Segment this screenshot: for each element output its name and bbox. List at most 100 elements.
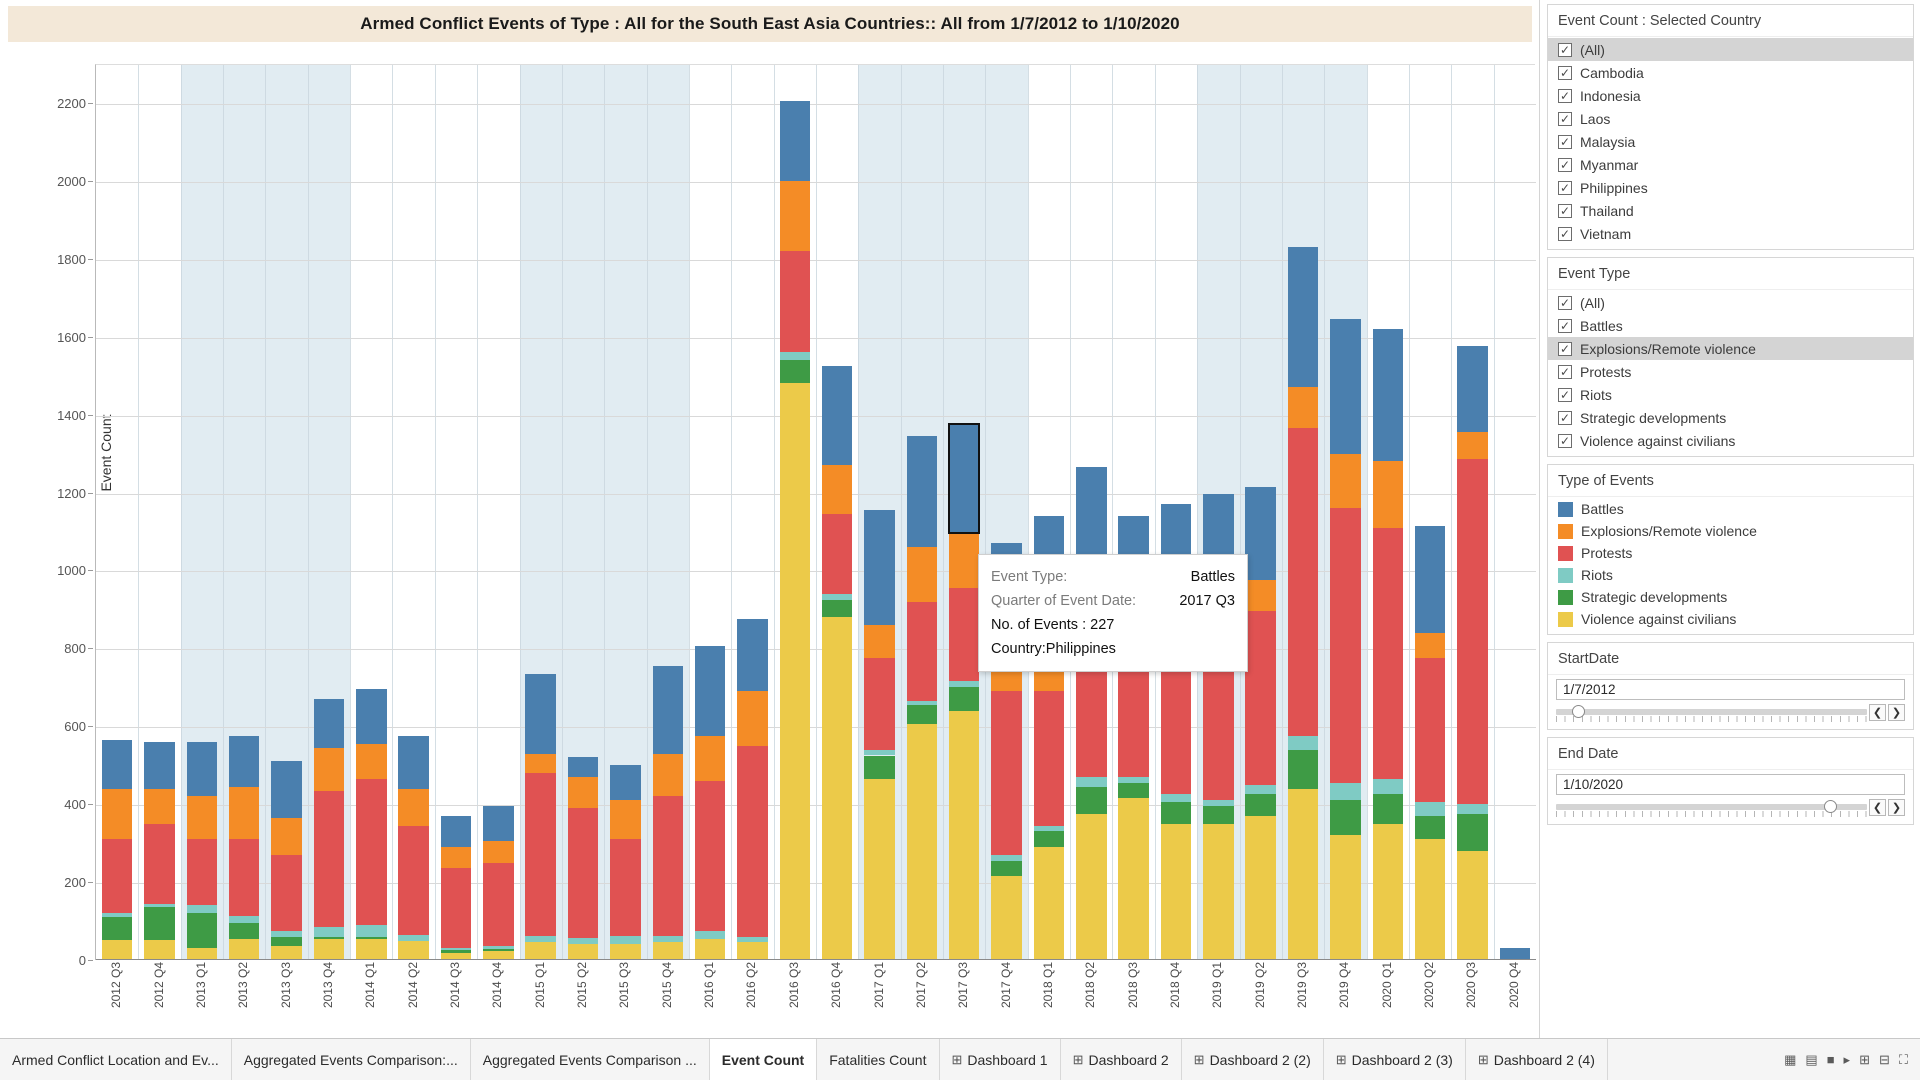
bar-segment[interactable]	[821, 593, 853, 600]
bar-segment[interactable]	[1372, 823, 1403, 960]
bar-column[interactable]	[567, 757, 599, 960]
bar-segment[interactable]	[483, 946, 514, 950]
bar-segment[interactable]	[228, 839, 260, 917]
bar-segment[interactable]	[1287, 749, 1319, 789]
bar-segment[interactable]	[440, 953, 472, 960]
sheet-tab-aggregated-events-comparison[interactable]: Aggregated Events Comparison ...	[470, 1039, 710, 1080]
bar-segment[interactable]	[1414, 632, 1446, 659]
checkbox-icon[interactable]: ✓	[1558, 295, 1572, 310]
bar-segment[interactable]	[779, 180, 811, 251]
new-story-icon[interactable]: ■	[1826, 1052, 1835, 1067]
sheet-tab-armed-conflict-location-and-ev[interactable]: Armed Conflict Location and Ev...	[0, 1039, 232, 1080]
bar-segment[interactable]	[398, 788, 429, 826]
event-type-filter-item-strategic-developments[interactable]: ✓ Strategic developments	[1548, 406, 1913, 429]
legend-item[interactable]: Violence against civilians	[1548, 608, 1913, 630]
checkbox-icon[interactable]: ✓	[1558, 226, 1572, 241]
bar-segment[interactable]	[101, 739, 133, 789]
bar-column[interactable]	[186, 741, 218, 960]
bar-segment[interactable]	[567, 757, 599, 777]
bar-segment[interactable]	[864, 749, 895, 756]
event-type-filter-list[interactable]: ✓ (All) ✓ Battles ✓ Explosions/Remote violenc…	[1548, 290, 1913, 456]
bar-segment[interactable]	[271, 930, 302, 937]
checkbox-icon[interactable]: ✓	[1558, 180, 1572, 195]
bar-segment[interactable]	[779, 251, 811, 353]
bar-segment[interactable]	[694, 780, 726, 931]
bar-segment[interactable]	[864, 624, 895, 659]
bar-segment[interactable]	[652, 938, 683, 960]
bar-segment[interactable]	[1372, 778, 1403, 795]
presentation-mode-icon[interactable]: ⛶	[1898, 1051, 1908, 1067]
bar-segment[interactable]	[1203, 800, 1234, 807]
bar-segment[interactable]	[356, 743, 387, 779]
bar-segment[interactable]	[1372, 461, 1403, 528]
legend-item[interactable]: Explosions/Remote violence	[1548, 520, 1913, 542]
country-filter-item-philippines[interactable]: ✓ Philippines	[1548, 176, 1913, 199]
bar-segment[interactable]	[694, 736, 726, 781]
bar-column[interactable]	[610, 765, 641, 960]
bar-segment[interactable]	[1414, 802, 1446, 816]
legend-item[interactable]: Battles	[1548, 498, 1913, 520]
stacked-bars[interactable]	[96, 65, 1536, 961]
country-filter-item-indonesia[interactable]: ✓ Indonesia	[1548, 84, 1913, 107]
bar-segment[interactable]	[1118, 776, 1149, 783]
bar-column[interactable]	[1372, 328, 1403, 960]
bar-segment[interactable]	[610, 765, 641, 801]
bar-segment[interactable]	[1160, 823, 1192, 960]
bar-segment[interactable]	[228, 786, 260, 840]
bar-segment[interactable]	[101, 939, 133, 960]
bar-segment[interactable]	[1330, 319, 1361, 454]
bar-segment[interactable]	[1287, 736, 1319, 750]
start-date-slider[interactable]: ❮ ❯	[1556, 703, 1905, 722]
bar-segment[interactable]	[144, 903, 175, 908]
bar-segment[interactable]	[864, 755, 895, 779]
country-filter-list[interactable]: ✓ (All) ✓ Cambodia ✓ Indonesia ✓ Laos ✓ Malaysia ✓…	[1548, 37, 1913, 249]
bar-segment[interactable]	[1330, 800, 1361, 836]
bar-segment[interactable]	[947, 423, 981, 535]
sheet-tab-aggregated-events-comparison[interactable]: Aggregated Events Comparison:...	[231, 1039, 471, 1080]
sheet-tab-event-count[interactable]: Event Count	[709, 1039, 818, 1080]
country-filter-item-thailand[interactable]: ✓ Thailand	[1548, 199, 1913, 222]
bar-segment[interactable]	[779, 383, 811, 960]
end-date-input[interactable]: 1/10/2020	[1556, 774, 1905, 795]
bar-segment[interactable]	[525, 942, 556, 960]
bar-segment[interactable]	[144, 939, 175, 960]
country-filter-item-vietnam[interactable]: ✓ Vietnam	[1548, 222, 1913, 245]
bar-segment[interactable]	[186, 948, 218, 960]
bar-segment[interactable]	[694, 930, 726, 939]
bar-segment[interactable]	[948, 687, 980, 711]
bar-column[interactable]	[1457, 346, 1488, 960]
bar-segment[interactable]	[1287, 247, 1319, 388]
bar-column[interactable]	[483, 806, 514, 960]
bar-segment[interactable]	[1076, 776, 1107, 787]
show-cards-icon[interactable]: ⊞	[1859, 1051, 1870, 1067]
country-filter-item-myanmar[interactable]: ✓ Myanmar	[1548, 153, 1913, 176]
sheet-tab-dashboard-2-4[interactable]: ⊞ Dashboard 2 (4)	[1465, 1039, 1608, 1080]
bar-segment[interactable]	[398, 934, 429, 941]
bar-segment[interactable]	[737, 936, 768, 943]
bar-segment[interactable]	[906, 601, 938, 701]
bar-segment[interactable]	[1203, 806, 1234, 824]
bar-column[interactable]	[1245, 486, 1276, 960]
bar-segment[interactable]	[483, 949, 514, 951]
bar-segment[interactable]	[144, 741, 175, 789]
end-date-slider-knob[interactable]	[1823, 800, 1837, 813]
bar-segment[interactable]	[440, 950, 472, 953]
bar-segment[interactable]	[271, 936, 302, 947]
checkbox-icon[interactable]: ✓	[1558, 203, 1572, 218]
start-date-input[interactable]: 1/7/2012	[1556, 679, 1905, 700]
bar-segment[interactable]	[737, 745, 768, 937]
checkbox-icon[interactable]: ✓	[1558, 364, 1572, 379]
legend-item[interactable]: Protests	[1548, 542, 1913, 564]
bar-segment[interactable]	[186, 796, 218, 840]
end-date-prev-button[interactable]: ❮	[1869, 798, 1886, 816]
sheet-tab-dashboard-2-3[interactable]: ⊞ Dashboard 2 (3)	[1323, 1039, 1466, 1080]
bar-segment[interactable]	[1118, 782, 1149, 799]
bar-column[interactable]	[1287, 247, 1319, 960]
bar-segment[interactable]	[1160, 802, 1192, 824]
end-date-slider[interactable]: ❮ ❯	[1556, 798, 1905, 817]
bar-segment[interactable]	[483, 806, 514, 842]
bar-segment[interactable]	[525, 753, 556, 774]
country-filter-item-malaysia[interactable]: ✓ Malaysia	[1548, 130, 1913, 153]
new-worksheet-icon[interactable]: ▦	[1784, 1051, 1797, 1067]
bar-segment[interactable]	[1372, 527, 1403, 779]
